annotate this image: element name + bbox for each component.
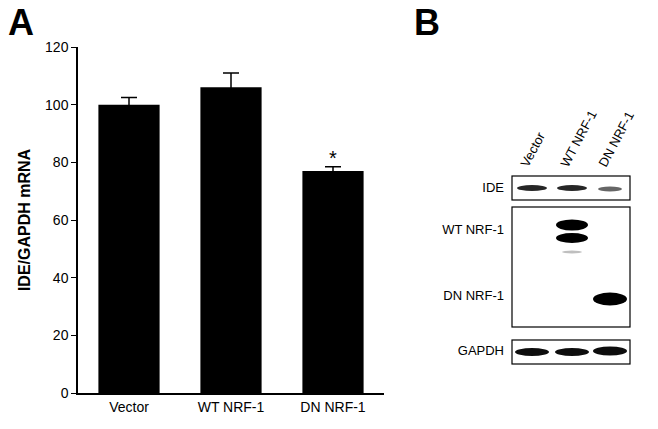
svg-text:120: 120 — [45, 39, 69, 55]
svg-text:WT NRF-1: WT NRF-1 — [442, 222, 504, 237]
svg-text:*: * — [329, 147, 337, 169]
svg-text:0: 0 — [61, 385, 69, 401]
svg-text:DN NRF-1: DN NRF-1 — [443, 288, 504, 303]
svg-text:WT NRF-1: WT NRF-1 — [198, 399, 265, 415]
svg-text:100: 100 — [45, 97, 69, 113]
svg-text:40: 40 — [53, 270, 69, 286]
svg-text:IDE/GAPDH mRNA: IDE/GAPDH mRNA — [16, 148, 33, 291]
svg-text:IDE: IDE — [482, 180, 504, 195]
svg-text:Vector: Vector — [517, 129, 548, 169]
html-text:B: B — [414, 2, 440, 43]
svg-text:DN NRF-1: DN NRF-1 — [595, 109, 637, 170]
svg-text:DN NRF-1: DN NRF-1 — [300, 399, 366, 415]
html-text:A: A — [8, 2, 34, 43]
svg-text:WT NRF-1: WT NRF-1 — [557, 108, 599, 170]
svg-text:GAPDH: GAPDH — [458, 343, 504, 358]
svg-text:80: 80 — [53, 154, 69, 170]
svg-text:Vector: Vector — [109, 399, 149, 415]
svg-text:20: 20 — [53, 327, 69, 343]
svg-text:60: 60 — [53, 212, 69, 228]
